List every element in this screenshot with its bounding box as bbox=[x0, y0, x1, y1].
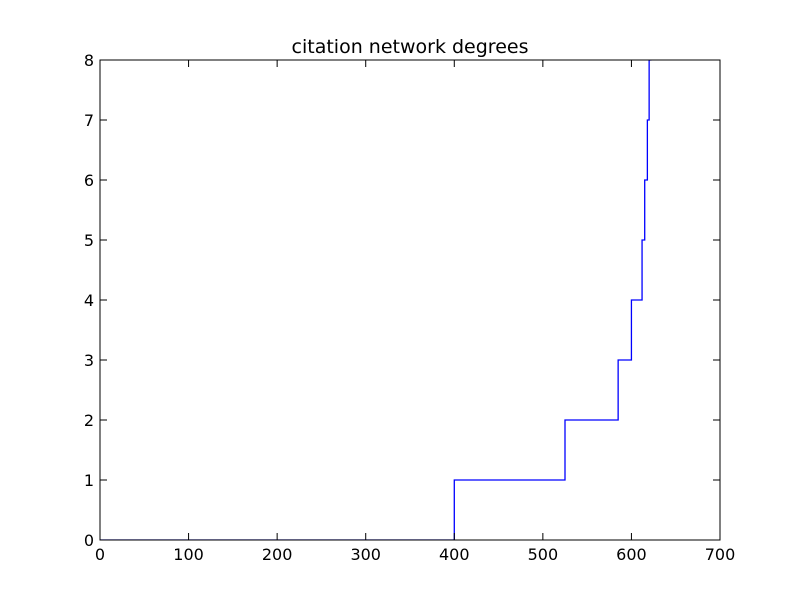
y-tick-label: 8 bbox=[84, 51, 94, 70]
y-tick-label: 0 bbox=[84, 531, 94, 550]
x-tick-label: 400 bbox=[439, 545, 470, 564]
y-tick-label: 3 bbox=[84, 351, 94, 370]
y-tick-label: 5 bbox=[84, 231, 94, 250]
y-tick-label: 6 bbox=[84, 171, 94, 190]
series-line-0 bbox=[100, 60, 652, 540]
x-tick-label: 300 bbox=[350, 545, 381, 564]
x-tick-label: 600 bbox=[616, 545, 647, 564]
x-tick-label: 100 bbox=[173, 545, 204, 564]
series-layer bbox=[100, 60, 652, 540]
y-tick-label: 1 bbox=[84, 471, 94, 490]
x-tick-label: 700 bbox=[705, 545, 736, 564]
y-tick-label: 7 bbox=[84, 111, 94, 130]
x-tick-label: 200 bbox=[262, 545, 293, 564]
y-tick-label: 4 bbox=[84, 291, 94, 310]
x-tick-label: 500 bbox=[528, 545, 559, 564]
labels-layer: 0 100 200 300 400 500 600 700 0 1 2 3 4 5 6 7 8 bbox=[84, 51, 735, 564]
y-tick-label: 2 bbox=[84, 411, 94, 430]
plot-frame bbox=[99, 59, 721, 541]
ticks-layer bbox=[99, 59, 721, 541]
chart-title: citation network degrees bbox=[292, 36, 529, 58]
x-tick-label: 0 bbox=[95, 545, 105, 564]
